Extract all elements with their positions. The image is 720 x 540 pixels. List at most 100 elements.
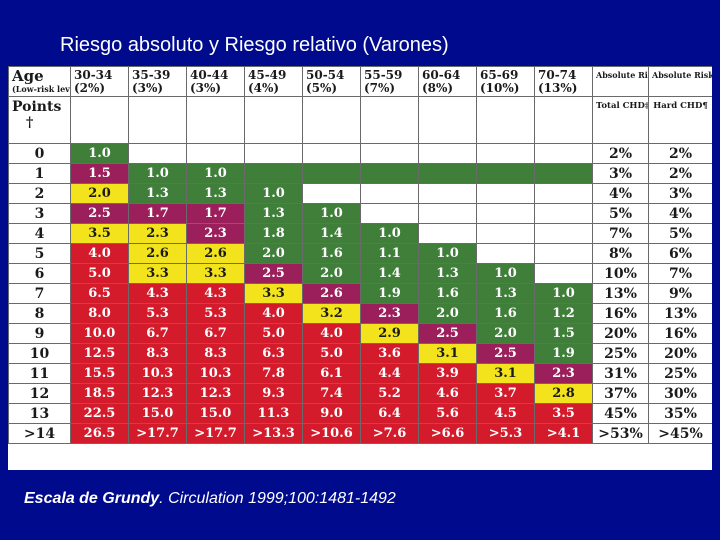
relative-risk-cell: 5.0 xyxy=(302,343,361,365)
absolute-risk-total-cell: 25% xyxy=(592,343,649,365)
table-row: 3 2.5 1.7 1.7 1.3 1.0 5% 4% xyxy=(8,203,712,225)
points-header-cell: Points † xyxy=(8,96,71,145)
relative-risk-cell: 12.5 xyxy=(70,343,129,365)
relative-risk-cell: 6.7 xyxy=(128,323,187,345)
relative-risk-cell: 3.5 xyxy=(534,403,593,425)
relative-risk-cell xyxy=(476,143,535,165)
table-row: >14 26.5 >17.7 >17.7 >13.3 >10.6 >7.6 >6.6 >5.3 >… xyxy=(8,423,712,445)
relative-risk-cell xyxy=(534,163,593,185)
relative-risk-cell: 1.0 xyxy=(418,243,477,265)
relative-risk-cell: 3.1 xyxy=(418,343,477,365)
points-cell: 1 xyxy=(8,163,71,185)
age-header-cell: Age (Low-risk level)* xyxy=(8,66,71,98)
absolute-risk-total-cell: 20% xyxy=(592,323,649,345)
relative-risk-cell: 3.3 xyxy=(186,263,245,285)
relative-risk-cell xyxy=(534,263,593,285)
relative-risk-cell: 8.0 xyxy=(70,303,129,325)
relative-risk-cell: 1.5 xyxy=(534,323,593,345)
relative-risk-cell: 9.0 xyxy=(302,403,361,425)
absolute-risk-hard-cell: 2% xyxy=(648,163,712,185)
absolute-risk-total-cell: 3% xyxy=(592,163,649,185)
abs-total-subheader: Total CHD‡ xyxy=(592,96,649,145)
header-row-age: Age (Low-risk level)* 30-34(2%) 35-39(3%… xyxy=(8,66,712,98)
relative-risk-cell: 1.8 xyxy=(244,223,303,245)
risk-table-container: Age (Low-risk level)* 30-34(2%) 35-39(3%… xyxy=(8,66,712,470)
relative-risk-cell: 2.5 xyxy=(70,203,129,225)
relative-risk-cell xyxy=(360,203,419,225)
absolute-risk-hard-cell: 5% xyxy=(648,223,712,245)
relative-risk-cell xyxy=(244,163,303,185)
relative-risk-cell: 1.0 xyxy=(476,263,535,285)
age-group-cell: 40-44 (3%) xyxy=(186,66,245,98)
relative-risk-cell: 18.5 xyxy=(70,383,129,405)
relative-risk-cell xyxy=(244,143,303,165)
age-group: 60-64 xyxy=(422,68,461,82)
absolute-risk-hard-cell: 20% xyxy=(648,343,712,365)
relative-risk-cell: 4.0 xyxy=(244,303,303,325)
relative-risk-cell: 5.0 xyxy=(70,263,129,285)
relative-risk-cell xyxy=(534,203,593,225)
age-group: 55-59 xyxy=(364,68,403,82)
table-row: 5 4.0 2.6 2.6 2.0 1.6 1.1 1.0 8% 6% xyxy=(8,243,712,265)
absolute-risk-hard-cell: 7% xyxy=(648,263,712,285)
absolute-risk-hard-cell: 3% xyxy=(648,183,712,205)
relative-risk-cell: 2.0 xyxy=(476,323,535,345)
table-row: 10 12.5 8.3 8.3 6.3 5.0 3.6 3.1 2.5 1.9 25% 20% xyxy=(8,343,712,365)
relative-risk-cell: >13.3 xyxy=(244,423,303,445)
relative-risk-cell: 1.3 xyxy=(418,263,477,285)
relative-risk-cell: 2.3 xyxy=(360,303,419,325)
low-risk: (2%) xyxy=(74,80,106,95)
relative-risk-cell: 15.0 xyxy=(128,403,187,425)
relative-risk-cell: 1.1 xyxy=(360,243,419,265)
relative-risk-cell: 15.5 xyxy=(70,363,129,385)
slide-title: Riesgo absoluto y Riesgo relativo (Varon… xyxy=(60,34,449,56)
relative-risk-cell xyxy=(360,183,419,205)
citation-reference: . Circulation 1999;100:1481-1492 xyxy=(159,490,396,507)
absolute-risk-hard-cell: 2% xyxy=(648,143,712,165)
relative-risk-cell: 11.3 xyxy=(244,403,303,425)
age-group: 30-34 xyxy=(74,68,113,82)
low-risk: (3%) xyxy=(190,80,222,95)
relative-risk-cell: >7.6 xyxy=(360,423,419,445)
relative-risk-cell: 2.0 xyxy=(70,183,129,205)
absolute-risk-hard-cell: >45% xyxy=(648,423,712,445)
low-risk: (3%) xyxy=(132,80,164,95)
relative-risk-cell xyxy=(360,143,419,165)
blank-cell xyxy=(534,96,593,145)
table-row: 13 22.5 15.0 15.0 11.3 9.0 6.4 5.6 4.5 3.5 45% 35% xyxy=(8,403,712,425)
abs-hard-header: Absolute Risk‡ xyxy=(648,66,712,98)
relative-risk-cell: 22.5 xyxy=(70,403,129,425)
relative-risk-cell: 5.2 xyxy=(360,383,419,405)
absolute-risk-hard-cell: 4% xyxy=(648,203,712,225)
points-label: Points xyxy=(12,99,62,116)
relative-risk-cell: 2.5 xyxy=(244,263,303,285)
relative-risk-cell: 4.3 xyxy=(128,283,187,305)
low-risk: (10%) xyxy=(480,80,520,95)
relative-risk-cell: 4.0 xyxy=(302,323,361,345)
relative-risk-cell: 2.0 xyxy=(302,263,361,285)
relative-risk-cell: 1.0 xyxy=(70,143,129,165)
risk-table: Age (Low-risk level)* 30-34(2%) 35-39(3%… xyxy=(8,66,712,445)
absolute-risk-total-cell: 8% xyxy=(592,243,649,265)
relative-risk-cell: >5.3 xyxy=(476,423,535,445)
relative-risk-cell: 5.3 xyxy=(186,303,245,325)
citation: Escala de Grundy. Circulation 1999;100:1… xyxy=(24,490,396,508)
absolute-risk-hard-cell: 16% xyxy=(648,323,712,345)
relative-risk-cell: 26.5 xyxy=(70,423,129,445)
relative-risk-cell: 3.2 xyxy=(302,303,361,325)
relative-risk-cell: 3.3 xyxy=(128,263,187,285)
relative-risk-cell xyxy=(534,143,593,165)
absolute-risk-total-cell: 4% xyxy=(592,183,649,205)
blank-cell xyxy=(70,96,129,145)
relative-risk-cell: 6.1 xyxy=(302,363,361,385)
relative-risk-cell: 10.3 xyxy=(128,363,187,385)
relative-risk-cell: 2.3 xyxy=(128,223,187,245)
relative-risk-cell: 4.6 xyxy=(418,383,477,405)
relative-risk-cell xyxy=(418,143,477,165)
relative-risk-cell: 1.0 xyxy=(302,203,361,225)
relative-risk-cell: 1.9 xyxy=(534,343,593,365)
absolute-risk-total-cell: 13% xyxy=(592,283,649,305)
points-cell: 11 xyxy=(8,363,71,385)
relative-risk-cell: 3.7 xyxy=(476,383,535,405)
relative-risk-cell: 2.3 xyxy=(534,363,593,385)
